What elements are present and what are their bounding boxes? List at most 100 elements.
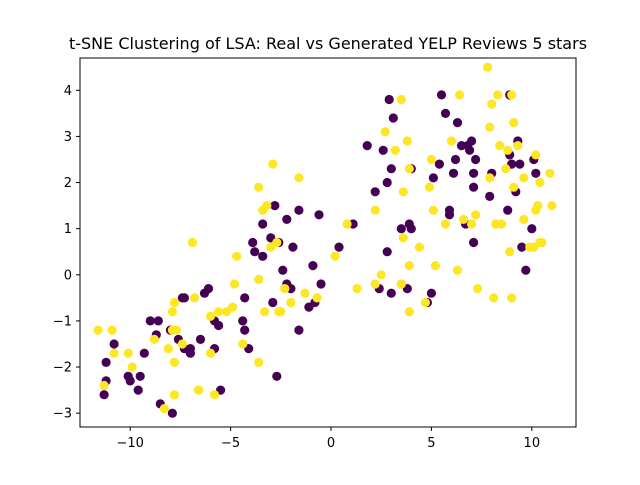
scatter-point bbox=[446, 136, 457, 146]
scatter-point bbox=[294, 173, 304, 183]
scatter-point bbox=[380, 127, 390, 137]
scatter-point bbox=[388, 113, 398, 123]
scatter-point bbox=[501, 164, 511, 174]
scatter-point bbox=[268, 297, 278, 308]
scatter-point bbox=[370, 187, 380, 197]
scatter-point bbox=[404, 164, 414, 174]
scatter-point bbox=[382, 177, 392, 188]
scatter-point bbox=[398, 187, 408, 197]
scatter-point bbox=[171, 325, 181, 335]
scatter-point bbox=[145, 316, 155, 326]
scatter-point bbox=[240, 325, 250, 335]
y-tick-label: 3 bbox=[64, 130, 72, 145]
scatter-point bbox=[531, 150, 541, 160]
scatter-point bbox=[404, 261, 414, 271]
plot-frame bbox=[79, 57, 577, 428]
scatter-point bbox=[483, 62, 493, 72]
scatter-point bbox=[497, 219, 507, 229]
points-layer bbox=[93, 62, 557, 418]
scatter-point bbox=[458, 214, 469, 224]
scatter-point bbox=[205, 311, 216, 321]
scatter-point bbox=[404, 307, 414, 317]
scatter-point bbox=[139, 348, 149, 358]
scatter-point bbox=[109, 348, 119, 358]
scatter-point bbox=[428, 173, 438, 183]
scatter-point bbox=[127, 362, 137, 372]
scatter-point bbox=[406, 224, 416, 234]
scatter-point bbox=[440, 108, 451, 118]
scatter-point bbox=[547, 201, 557, 211]
x-tick-label: 0 bbox=[327, 436, 335, 451]
scatter-point bbox=[545, 168, 555, 178]
scatter-point bbox=[334, 242, 344, 252]
scatter-point bbox=[515, 159, 525, 169]
scatter-point bbox=[424, 182, 434, 192]
scatter-point bbox=[125, 376, 135, 386]
scatter-point bbox=[529, 242, 539, 252]
scatter-point bbox=[398, 233, 408, 243]
scatter-point bbox=[384, 94, 394, 105]
scatter-point bbox=[342, 219, 352, 229]
scatter-point bbox=[493, 90, 503, 100]
chart-title: t-SNE Clustering of LSA: Real vs Generat… bbox=[69, 34, 587, 53]
scatter-point bbox=[509, 182, 519, 192]
scatter-point bbox=[426, 288, 436, 298]
scatter-point bbox=[250, 247, 260, 257]
scatter-point bbox=[396, 94, 406, 105]
y-tick-label: −3 bbox=[53, 407, 72, 422]
scatter-point bbox=[489, 293, 499, 303]
scatter-point bbox=[434, 159, 444, 169]
scatter-point bbox=[193, 385, 204, 395]
scatter-point bbox=[471, 210, 481, 220]
scatter-point bbox=[316, 279, 326, 289]
scatter-point bbox=[440, 219, 451, 229]
scatter-point bbox=[258, 251, 268, 261]
scatter-point bbox=[509, 118, 519, 128]
scatter-point bbox=[240, 293, 250, 303]
scatter-point bbox=[294, 205, 304, 215]
scatter-point bbox=[179, 293, 189, 303]
scatter-point bbox=[452, 118, 463, 128]
scatter-point bbox=[228, 302, 238, 312]
scatter-point bbox=[519, 173, 529, 183]
scatter-point bbox=[149, 334, 159, 344]
scatter-point bbox=[533, 201, 543, 211]
scatter-point bbox=[187, 237, 198, 248]
scatter-point bbox=[420, 297, 430, 308]
scatter-point bbox=[248, 237, 258, 248]
scatter-point bbox=[450, 154, 461, 165]
scatter-point bbox=[469, 237, 479, 248]
scatter-point bbox=[414, 242, 424, 252]
scatter-point bbox=[288, 242, 298, 252]
scatter-point bbox=[521, 265, 531, 275]
scatter-point bbox=[177, 339, 187, 349]
scatter-point bbox=[370, 205, 380, 215]
scatter-point bbox=[503, 145, 513, 155]
scatter-point bbox=[272, 371, 282, 381]
scatter-point bbox=[485, 191, 495, 201]
scatter-point bbox=[426, 154, 436, 165]
scatter-point bbox=[109, 339, 119, 349]
scatter-point bbox=[428, 205, 438, 215]
scatter-point bbox=[444, 210, 455, 220]
scatter-point bbox=[169, 357, 179, 367]
scatter-point bbox=[238, 316, 248, 326]
scatter-point bbox=[535, 177, 545, 188]
scatter-point bbox=[507, 293, 517, 303]
scatter-point bbox=[300, 288, 310, 298]
scatter-point bbox=[167, 307, 177, 317]
scatter-point bbox=[386, 164, 396, 174]
scatter-point bbox=[254, 357, 264, 367]
scatter-point bbox=[465, 145, 475, 155]
x-tick-label: −5 bbox=[221, 436, 240, 451]
scatter-point bbox=[330, 251, 340, 261]
scatter-point bbox=[473, 284, 483, 294]
scatter-point bbox=[471, 154, 481, 165]
scatter-point bbox=[169, 297, 179, 308]
scatter-point bbox=[101, 357, 111, 367]
scatter-point bbox=[238, 339, 248, 349]
scatter-point bbox=[467, 219, 477, 229]
scatter-point bbox=[99, 390, 109, 400]
scatter-point bbox=[507, 90, 517, 100]
